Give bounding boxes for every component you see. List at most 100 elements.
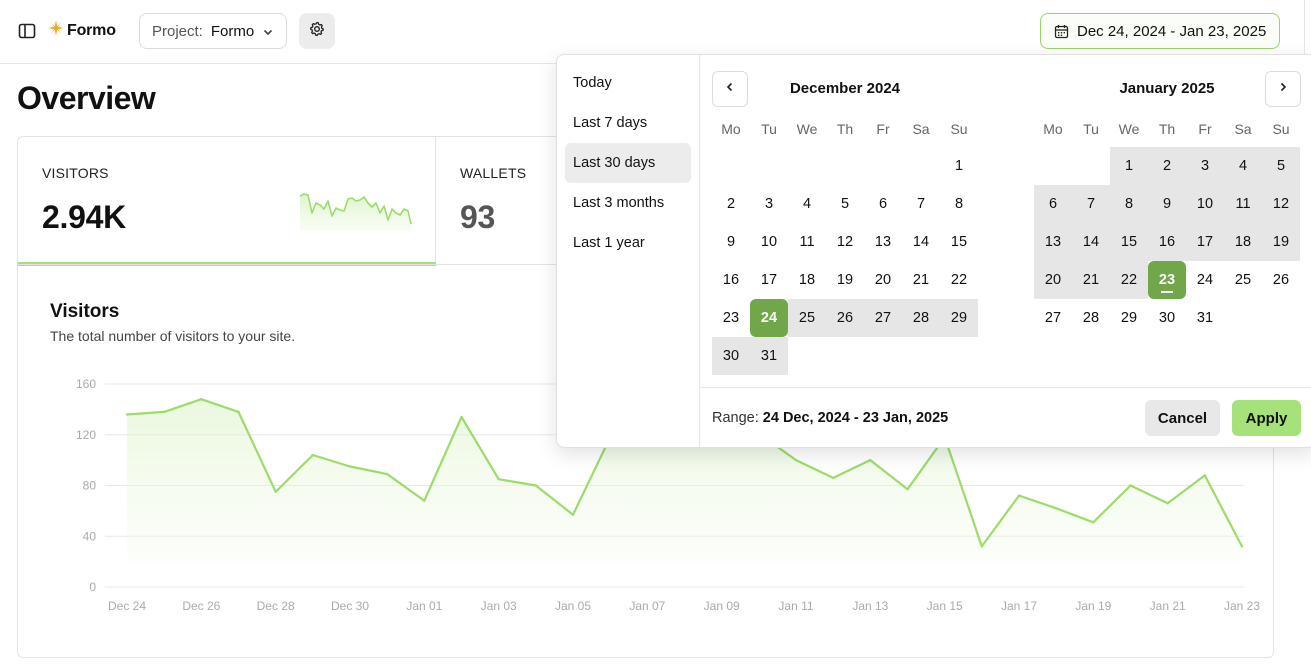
data-point — [423, 499, 426, 502]
month-title: December 2024 — [789, 80, 901, 97]
preset-item[interactable]: Last 7 days — [573, 115, 648, 131]
calendar-day[interactable]: 2 — [726, 196, 736, 212]
calendar-day[interactable]: 17 — [760, 272, 778, 288]
data-point — [831, 476, 835, 480]
calendar-day[interactable]: 10 — [1186, 185, 1224, 223]
calendar-day[interactable]: 24 — [750, 299, 788, 337]
weekday-label: Mo — [721, 121, 741, 137]
weekday-label: Fr — [876, 121, 890, 137]
calendar-day[interactable]: 17 — [1186, 223, 1224, 261]
calendar-day[interactable]: 15 — [950, 234, 968, 250]
calendar-day[interactable]: 11 — [799, 234, 815, 250]
right-divider — [1304, 0, 1305, 64]
calendar-day[interactable]: 12 — [836, 234, 854, 250]
calendar-day[interactable]: 23 — [1148, 261, 1186, 299]
calendar-day[interactable]: 14 — [912, 234, 930, 250]
apply-button[interactable]: Apply — [1232, 400, 1301, 436]
sidebar-toggle-icon[interactable] — [17, 21, 37, 41]
data-point — [571, 513, 575, 516]
x-tick-label: Jan 21 — [1150, 599, 1186, 613]
chevron-left-icon — [724, 80, 736, 98]
calendar-day[interactable]: 8 — [1110, 185, 1148, 223]
calendar-day[interactable]: 31 — [750, 337, 788, 375]
calendar-day[interactable]: 30 — [1158, 310, 1176, 326]
logo-text: Formo — [67, 21, 116, 39]
stat-label: VISITORS — [42, 165, 109, 181]
preset-item[interactable]: Last 1 year — [573, 235, 645, 251]
cancel-button[interactable]: Cancel — [1145, 400, 1220, 436]
data-point — [200, 398, 203, 401]
calendar-day[interactable]: 3 — [764, 196, 774, 212]
calendar-day[interactable]: 4 — [1224, 147, 1262, 185]
calendar-day[interactable]: 29 — [940, 299, 978, 337]
calendar-day[interactable]: 28 — [902, 299, 940, 337]
data-point — [274, 490, 277, 494]
calendar-day[interactable]: 22 — [1110, 261, 1148, 299]
calendar-day[interactable]: 31 — [1196, 310, 1214, 326]
calendar-day[interactable]: 20 — [874, 272, 892, 288]
calendar-day[interactable]: 22 — [950, 272, 968, 288]
calendar-day[interactable]: 5 — [840, 196, 850, 212]
calendar-day[interactable]: 28 — [1082, 310, 1100, 326]
calendar-day[interactable]: 27 — [864, 299, 902, 337]
calendar-day[interactable]: 27 — [1044, 310, 1062, 326]
calendar-day[interactable]: 1 — [954, 158, 964, 174]
calendar-day[interactable]: 6 — [878, 196, 888, 212]
project-select[interactable]: Project: Formo — [139, 13, 287, 49]
calendar-day[interactable]: 20 — [1034, 261, 1072, 299]
calendar-day[interactable]: 13 — [874, 234, 892, 250]
date-range-button[interactable]: Dec 24, 2024 - Jan 23, 2025 — [1040, 13, 1280, 49]
x-tick-label: Jan 05 — [555, 599, 591, 613]
calendar-day[interactable]: 7 — [916, 196, 926, 212]
calendar-day[interactable]: 6 — [1034, 185, 1072, 223]
calendar-day[interactable]: 15 — [1110, 223, 1148, 261]
calendar-day[interactable]: 2 — [1148, 147, 1186, 185]
area-fill — [127, 399, 1242, 562]
calendar-day[interactable]: 5 — [1262, 147, 1300, 185]
calendar-day[interactable]: 9 — [726, 234, 736, 250]
data-point — [237, 410, 240, 414]
calendar-day[interactable]: 29 — [1120, 310, 1138, 326]
calendar-day[interactable]: 25 — [1234, 272, 1252, 288]
stat-wallets[interactable]: WALLETS 93 — [436, 137, 736, 265]
calendar-day[interactable]: 26 — [826, 299, 864, 337]
calendar-day[interactable]: 16 — [722, 272, 740, 288]
calendar-day[interactable]: 9 — [1148, 185, 1186, 223]
preset-item[interactable]: Last 3 months — [573, 195, 665, 211]
calendar-day[interactable]: 3 — [1186, 147, 1224, 185]
calendar-day[interactable]: 14 — [1072, 223, 1110, 261]
data-point — [162, 410, 166, 414]
calendar-day[interactable]: 13 — [1034, 223, 1072, 261]
calendar-day[interactable]: 12 — [1262, 185, 1300, 223]
calendar-day[interactable]: 16 — [1148, 223, 1186, 261]
calendar-day[interactable]: 1 — [1110, 147, 1148, 185]
calendar-day[interactable]: 24 — [1196, 272, 1214, 288]
project-value: Formo — [210, 22, 255, 40]
calendar-day[interactable]: 30 — [712, 337, 750, 375]
logo[interactable]: Formo — [48, 20, 116, 41]
calendar-day[interactable]: 25 — [788, 299, 826, 337]
calendar-day[interactable]: 11 — [1224, 185, 1262, 223]
calendar-day[interactable]: 8 — [954, 196, 964, 212]
data-point — [125, 413, 129, 416]
range-label: Range: — [712, 410, 759, 426]
calendar-day[interactable]: 21 — [1072, 261, 1110, 299]
calendar-day[interactable]: 4 — [802, 196, 812, 212]
calendar-day[interactable]: 7 — [1072, 185, 1110, 223]
calendar-day[interactable]: 23 — [722, 310, 740, 326]
calendar-day[interactable]: 10 — [760, 234, 778, 250]
calendar-day[interactable]: 18 — [798, 272, 816, 288]
calendar-day[interactable]: 21 — [912, 272, 930, 288]
data-point — [980, 545, 984, 548]
preset-item[interactable]: Last 30 days — [565, 143, 691, 183]
chevron-right-icon — [1277, 80, 1289, 98]
calendar-day[interactable]: 26 — [1272, 272, 1290, 288]
preset-item[interactable]: Today — [573, 75, 612, 91]
calendar-day[interactable]: 19 — [1262, 223, 1300, 261]
settings-button[interactable] — [299, 13, 335, 49]
logo-icon — [48, 20, 64, 41]
calendar-day[interactable]: 18 — [1224, 223, 1262, 261]
calendar-day[interactable]: 19 — [836, 272, 854, 288]
prev-month-button[interactable] — [712, 71, 748, 107]
next-month-button[interactable] — [1265, 71, 1301, 107]
